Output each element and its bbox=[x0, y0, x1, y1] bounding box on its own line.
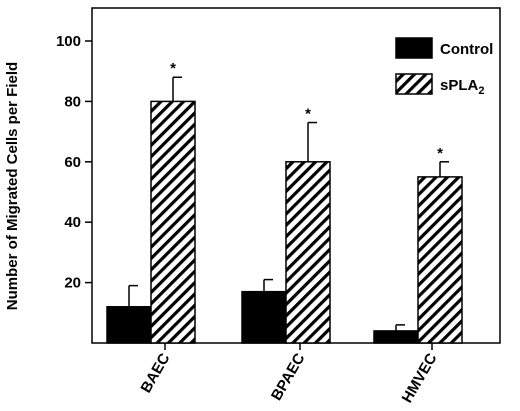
legend-label: sPLA2 bbox=[440, 77, 484, 97]
significance-marker: * bbox=[437, 145, 443, 162]
x-tick-label: BPAEC bbox=[268, 350, 309, 403]
legend-swatch bbox=[395, 37, 433, 59]
y-tick-label: 20 bbox=[64, 275, 81, 292]
legend-label-text: sPLA bbox=[440, 77, 479, 94]
bars: * * * bbox=[106, 60, 463, 344]
legend: Control sPLA2 bbox=[395, 37, 493, 97]
significance-marker: * bbox=[305, 106, 311, 123]
legend-label-subscript: 2 bbox=[478, 85, 484, 97]
significance-marker: * bbox=[170, 60, 176, 77]
bar-control bbox=[373, 330, 419, 344]
legend-label: Control bbox=[440, 41, 493, 58]
y-tick-label: 100 bbox=[56, 33, 81, 50]
y-tick-label: 80 bbox=[64, 93, 81, 110]
x-tick-label: BAEC bbox=[137, 350, 173, 395]
y-tick-label: 60 bbox=[64, 154, 81, 171]
bar-control bbox=[241, 290, 287, 344]
y-tick-label: 40 bbox=[64, 214, 81, 231]
legend-swatch bbox=[395, 73, 433, 95]
bar-spla bbox=[285, 161, 331, 344]
legend-label-text: Control bbox=[440, 41, 493, 58]
bar-spla bbox=[150, 100, 196, 344]
y-axis-title: Number of Migrated Cells per Field bbox=[4, 62, 21, 310]
x-tick-label: HMVEC bbox=[399, 350, 441, 406]
bar-spla bbox=[417, 176, 463, 344]
bar-control bbox=[106, 306, 152, 344]
